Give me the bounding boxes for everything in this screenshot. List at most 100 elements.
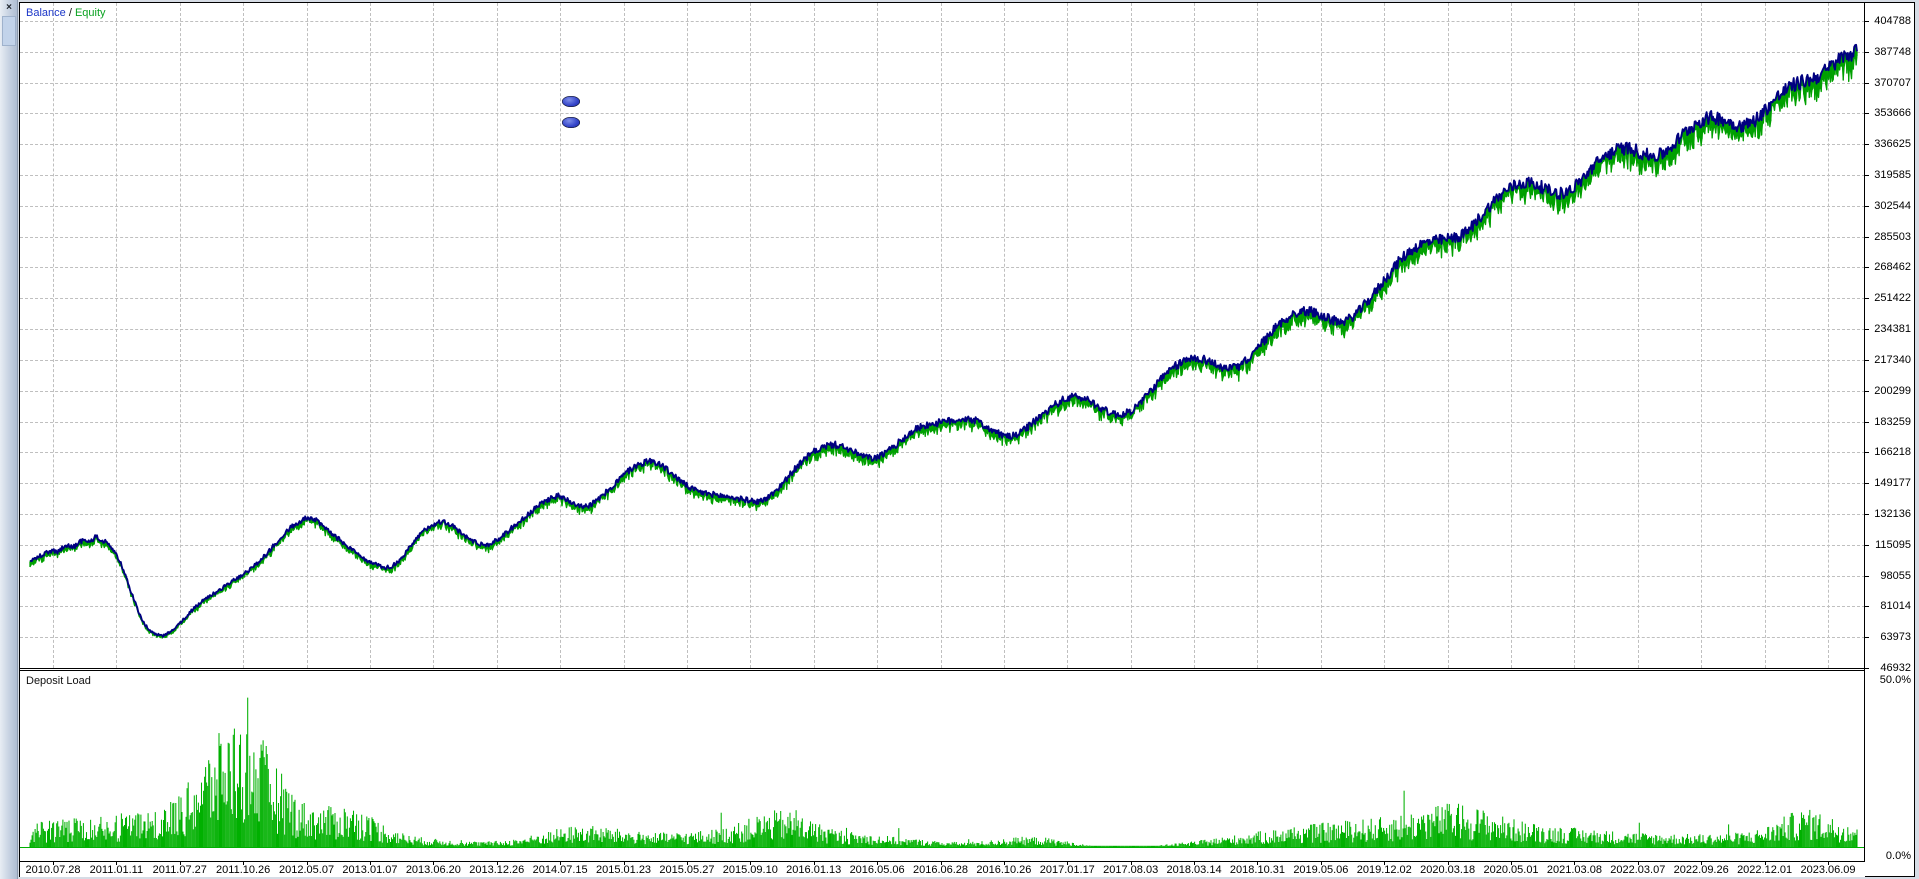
grid-line-vertical xyxy=(1384,3,1386,668)
grid-line-vertical xyxy=(1511,3,1513,668)
scale-label: 46932 xyxy=(1880,662,1911,674)
time-scale-label: 2013.01.07 xyxy=(342,864,398,876)
scale-tick xyxy=(1865,267,1869,269)
scale-label: 302544 xyxy=(1874,199,1911,212)
grid-line-horizontal xyxy=(20,21,1865,22)
time-scale-tick xyxy=(1701,862,1703,865)
scale-label: 166218 xyxy=(1874,446,1911,459)
grid-line-vertical xyxy=(560,3,562,668)
marker-icon[interactable] xyxy=(562,96,580,107)
grid-line-horizontal xyxy=(20,144,1865,146)
time-scale-label: 2018.10.31 xyxy=(1229,864,1285,876)
time-scale-tick xyxy=(243,862,245,865)
scale-tick xyxy=(1865,637,1869,639)
scale-label: 149177 xyxy=(1874,477,1911,490)
deposit-load-pane[interactable]: Deposit Load xyxy=(20,671,1865,861)
time-scale-tick xyxy=(813,862,815,865)
grid-line-vertical xyxy=(1764,3,1766,668)
scale-label: 200299 xyxy=(1874,384,1911,397)
scale-label: 387748 xyxy=(1874,45,1911,58)
time-scale-label: 2022.03.07 xyxy=(1610,864,1666,876)
left-dock-strip: × Strategy Tester xyxy=(0,0,18,879)
grid-line-vertical xyxy=(813,3,815,668)
time-scale-label: 2016.01.13 xyxy=(786,864,842,876)
legend-separator: / xyxy=(65,7,75,19)
dock-tab-highlight[interactable] xyxy=(2,16,16,46)
time-scale-label: 2018.03.14 xyxy=(1166,864,1222,876)
scale-tick xyxy=(1865,544,1869,546)
time-scale-label: 2020.03.18 xyxy=(1420,864,1476,876)
grid-line-horizontal xyxy=(20,236,1865,238)
grid-line-vertical xyxy=(306,3,308,668)
scale-label: 268462 xyxy=(1874,261,1911,274)
time-scale-label: 2017.01.17 xyxy=(1039,864,1095,876)
scale-label: 63973 xyxy=(1880,631,1911,644)
grid-line-vertical xyxy=(1067,3,1069,668)
grid-line-horizontal xyxy=(20,267,1865,269)
grid-line-vertical xyxy=(750,3,752,668)
window-scrollbar[interactable] xyxy=(1915,0,1919,879)
equity-line xyxy=(29,54,1858,639)
time-scale-tick xyxy=(1447,862,1449,865)
equity-series xyxy=(29,44,1858,639)
scale-tick xyxy=(1865,144,1869,146)
time-scale-tick xyxy=(1828,862,1829,865)
time-scale-tick xyxy=(306,862,308,865)
grid-line-horizontal xyxy=(20,637,1865,639)
grid-line-vertical xyxy=(496,3,498,668)
time-scale-label: 2019.05.06 xyxy=(1293,864,1349,876)
time-scale-label: 2016.05.06 xyxy=(849,864,905,876)
scale-label: 285503 xyxy=(1874,230,1911,243)
legend-equity: Equity xyxy=(74,7,106,19)
balance-equity-legend: Balance / Equity xyxy=(26,7,106,19)
value-scale[interactable]: 404788 387748 370707 353666 336625 319585 3025… xyxy=(1864,3,1914,876)
deposit-load-series xyxy=(29,697,1858,847)
grid-line-horizontal xyxy=(20,113,1865,115)
scale-tick xyxy=(1865,21,1869,22)
grid-line-horizontal xyxy=(20,390,1865,392)
scale-label: 183259 xyxy=(1874,415,1911,428)
time-scale-tick xyxy=(1257,862,1259,865)
time-scale-label: 2022.12.01 xyxy=(1737,864,1793,876)
time-scale-tick xyxy=(750,862,752,865)
time-scale-label: 2015.05.27 xyxy=(659,864,715,876)
grid-line-vertical xyxy=(53,3,54,668)
time-scale-label: 2021.03.08 xyxy=(1546,864,1602,876)
grid-line-vertical xyxy=(686,3,688,668)
scale-label: 353666 xyxy=(1874,107,1911,120)
scale-label: 81014 xyxy=(1880,600,1911,613)
time-scale-tick xyxy=(179,862,181,865)
deposit-load-scale-label-max: 50.0% xyxy=(1879,674,1911,686)
scale-label: 336625 xyxy=(1874,138,1911,151)
time-scale-tick xyxy=(1384,862,1386,865)
scale-label: 370707 xyxy=(1874,76,1911,89)
close-icon[interactable]: × xyxy=(6,2,12,13)
scale-label: 404788 xyxy=(1874,15,1911,27)
time-scale[interactable]: 2010.07.28 2011.01.11 2011.07.27 2011.10.26… xyxy=(20,861,1865,877)
time-scale-label: 2019.12.02 xyxy=(1356,864,1412,876)
grid-line-vertical xyxy=(623,3,625,668)
scale-tick xyxy=(1865,51,1869,53)
grid-line-vertical xyxy=(1637,3,1639,668)
grid-line-vertical xyxy=(433,3,435,668)
balance-equity-pane[interactable]: Balance / Equity xyxy=(20,3,1865,668)
time-scale-label: 2014.07.15 xyxy=(532,864,588,876)
scale-tick xyxy=(1865,205,1869,207)
grid-line-vertical xyxy=(1574,3,1576,668)
grid-line-vertical xyxy=(1447,3,1449,668)
grid-line-horizontal xyxy=(20,483,1865,485)
time-scale-tick xyxy=(369,862,371,865)
time-scale-tick xyxy=(116,862,118,865)
grid-line-vertical xyxy=(179,3,181,668)
legend-balance: Balance xyxy=(26,7,66,19)
time-scale-tick xyxy=(1511,862,1513,865)
time-scale-label: 2020.05.01 xyxy=(1483,864,1539,876)
chart-frame: Balance / Equity Deposit Load 404788 3877… xyxy=(19,2,1915,877)
time-scale-tick xyxy=(1637,862,1639,865)
marker-icon[interactable] xyxy=(562,117,580,128)
time-scale-tick xyxy=(433,862,435,865)
pane-splitter[interactable] xyxy=(20,668,1865,671)
grid-line-horizontal xyxy=(20,575,1865,577)
time-scale-label: 2011.07.27 xyxy=(152,864,207,876)
